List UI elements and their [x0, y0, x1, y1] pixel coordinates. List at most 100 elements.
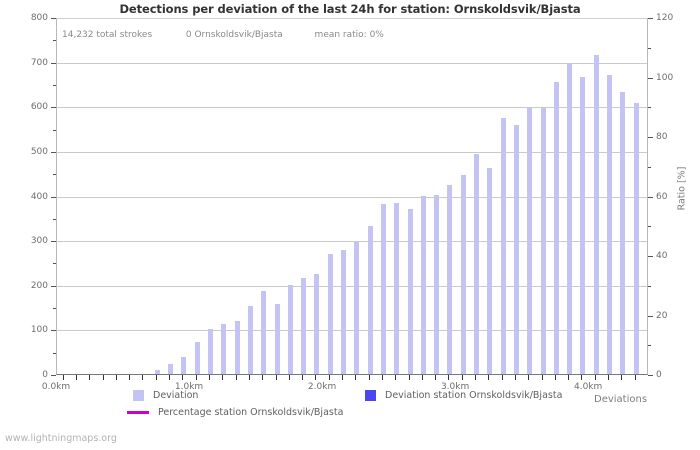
- x-tick: [608, 375, 609, 380]
- x-axis-label: Deviations: [594, 394, 648, 405]
- gridline: [57, 107, 647, 109]
- bar: [620, 92, 625, 374]
- x-tick: [116, 375, 117, 380]
- x-tick: [142, 375, 143, 380]
- y2-tick-major: [648, 375, 653, 376]
- x-tick: [302, 375, 303, 380]
- y2-tick-minor: [648, 166, 651, 168]
- bar: [580, 77, 585, 374]
- left-axis-label: Count: [0, 174, 2, 202]
- bar: [461, 174, 466, 374]
- y-tick-label: 700: [30, 57, 48, 68]
- gridline: [57, 151, 647, 153]
- bar: [474, 154, 479, 374]
- y-tick-major: [51, 62, 56, 64]
- gridline: [57, 62, 647, 64]
- y-tick-label: 300: [30, 236, 48, 247]
- y-tick-label: 600: [30, 102, 48, 113]
- x-tick: [409, 375, 410, 380]
- legend-line-percentage-station: [127, 411, 149, 414]
- bar: [607, 74, 612, 374]
- y-tick-major: [51, 196, 56, 198]
- y-tick-label: 400: [30, 191, 48, 202]
- legend-item-percentage-station[interactable]: Percentage station Ornskoldsvik/Bjasta: [127, 407, 343, 418]
- bar: [487, 167, 492, 374]
- x-tick: [63, 375, 64, 380]
- y-tick-minor: [53, 352, 56, 354]
- x-tick: [196, 375, 197, 380]
- gridline: [57, 330, 647, 332]
- y-tick-minor: [53, 40, 56, 42]
- bar: [408, 209, 413, 374]
- bar: [248, 306, 253, 374]
- left-axis: 0 100 200 300 400 500 600 700 800: [0, 13, 56, 380]
- bar: [527, 108, 532, 374]
- x-tick: [103, 375, 104, 380]
- bar: [594, 55, 599, 374]
- y2-tick-label: 100: [656, 72, 674, 83]
- bar: [328, 253, 333, 374]
- bar: [275, 303, 280, 374]
- x-tick: [581, 375, 582, 380]
- legend-item-deviation[interactable]: Deviation: [133, 390, 198, 401]
- x-tick: [329, 375, 330, 380]
- y2-tick-label: 120: [656, 13, 674, 23]
- x-tick: [276, 375, 277, 380]
- y-tick-minor: [53, 263, 56, 265]
- bars-layer: [57, 19, 647, 374]
- y-tick-minor: [53, 308, 56, 310]
- y2-tick-label: 60: [656, 191, 668, 202]
- x-tick: [395, 375, 396, 380]
- x-tick: [249, 375, 250, 380]
- y2-tick-label: 40: [656, 251, 668, 261]
- gridline: [57, 241, 647, 243]
- x-tick: [382, 375, 383, 380]
- y-tick-major: [51, 18, 56, 19]
- bar: [501, 118, 506, 374]
- x-tick: [169, 375, 170, 380]
- y-tick-label: 800: [30, 13, 48, 23]
- chart-legend: Deviation Deviation station Ornskoldsvik…: [0, 390, 700, 430]
- bar: [208, 329, 213, 374]
- x-tick: [502, 375, 503, 380]
- legend-label-percentage-station: Percentage station Ornskoldsvik/Bjasta: [158, 407, 344, 418]
- station-count-text: 0 Ornskoldsvik/Bjasta: [185, 30, 283, 40]
- x-tick: [448, 375, 449, 380]
- x-tick: [555, 375, 556, 380]
- bar: [235, 321, 240, 374]
- legend-label-deviation: Deviation: [153, 390, 199, 401]
- y-tick-major: [51, 151, 56, 153]
- x-tick: [355, 375, 356, 380]
- y2-tick-minor: [648, 47, 651, 49]
- x-tick: [422, 375, 423, 380]
- x-tick: [475, 375, 476, 380]
- bar: [301, 278, 306, 374]
- y2-tick-major: [648, 137, 653, 138]
- legend-item-deviation-station[interactable]: Deviation station Ornskoldsvik/Bjasta: [365, 390, 562, 401]
- bar: [155, 370, 160, 374]
- bar: [567, 62, 572, 374]
- bar: [554, 81, 559, 374]
- x-tick: [289, 375, 290, 380]
- y2-tick-label: 80: [656, 132, 668, 142]
- x-tick: [182, 375, 183, 380]
- y2-tick-major: [648, 196, 653, 198]
- bar: [195, 341, 200, 374]
- x-tick: [222, 375, 223, 380]
- y-tick-minor: [53, 84, 56, 86]
- y-tick-minor: [53, 218, 56, 220]
- total-strokes-text: 14,232 total strokes: [62, 30, 153, 40]
- y-tick-major: [51, 330, 56, 332]
- bar: [221, 323, 226, 374]
- x-tick: [89, 375, 90, 380]
- y-tick-minor: [53, 174, 56, 176]
- bar: [368, 226, 373, 374]
- chart-subtitle: 14,232 total strokes 0 Ornskoldsvik/Bjas…: [62, 30, 384, 40]
- bar: [288, 284, 293, 374]
- y-tick-label: 500: [30, 146, 48, 157]
- x-tick: [568, 375, 569, 380]
- bar: [354, 242, 359, 374]
- y2-tick-label: 0: [656, 370, 662, 380]
- y2-tick-major: [648, 315, 653, 317]
- bar: [394, 202, 399, 374]
